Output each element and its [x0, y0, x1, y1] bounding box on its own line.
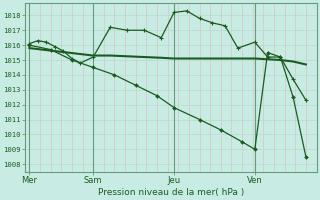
- X-axis label: Pression niveau de la mer( hPa ): Pression niveau de la mer( hPa ): [98, 188, 244, 197]
